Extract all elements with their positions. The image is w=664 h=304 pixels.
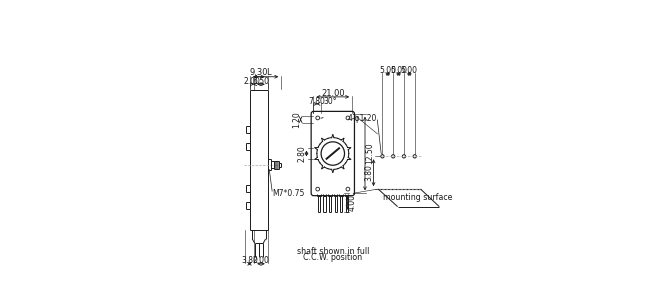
Text: 3.80: 3.80	[241, 256, 258, 265]
Text: 2.80: 2.80	[298, 145, 307, 162]
Text: L: L	[266, 68, 271, 78]
Text: 4.00: 4.00	[347, 194, 356, 211]
Text: shaft shown in full: shaft shown in full	[297, 247, 369, 256]
Text: 12.50: 12.50	[365, 143, 374, 164]
Text: 6.50: 6.50	[252, 77, 270, 86]
Text: 4-φ1.20: 4-φ1.20	[348, 114, 377, 123]
Text: 7.80: 7.80	[309, 97, 325, 105]
Text: 1.20: 1.20	[292, 111, 301, 128]
Text: 5.00: 5.00	[379, 66, 396, 75]
Text: 9.30: 9.30	[250, 68, 268, 78]
Text: 3.80: 3.80	[365, 164, 374, 181]
Text: C.C.W. position: C.C.W. position	[303, 253, 363, 262]
Text: M7*0.75: M7*0.75	[272, 189, 305, 198]
Text: 5.00: 5.00	[390, 66, 407, 75]
Text: mounting surface: mounting surface	[383, 193, 452, 202]
Text: 2.00: 2.00	[252, 256, 270, 265]
Text: 2.00: 2.00	[244, 77, 261, 86]
Text: 21.00: 21.00	[321, 89, 345, 98]
Text: 5.00: 5.00	[401, 66, 418, 75]
Text: 30°: 30°	[323, 97, 337, 105]
